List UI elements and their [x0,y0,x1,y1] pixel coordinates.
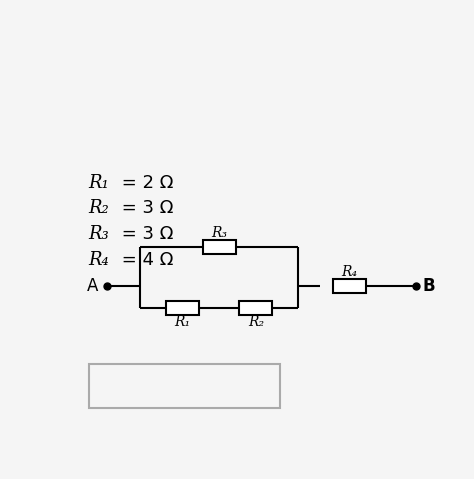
Text: B: B [423,277,436,295]
Text: R₂: R₂ [89,199,109,217]
Bar [333,279,366,293]
Text: R₃: R₃ [211,227,227,240]
FancyBboxPatch shape [89,364,280,408]
Text: R₄: R₄ [341,265,357,279]
Text: R₁: R₁ [89,174,109,192]
Bar [166,301,199,315]
Text: = 3 Ω: = 3 Ω [116,225,173,243]
Bar [239,301,272,315]
Text: R₄: R₄ [89,251,109,269]
Text: A: A [86,277,98,295]
Text: = 4 Ω: = 4 Ω [116,251,173,269]
Text: R₂: R₂ [248,315,264,329]
Bar [202,240,236,254]
Text: = 3 Ω: = 3 Ω [116,199,173,217]
Text: = 2 Ω: = 2 Ω [116,174,173,192]
Text: R₃: R₃ [89,225,109,243]
Text: R₁: R₁ [174,315,191,329]
